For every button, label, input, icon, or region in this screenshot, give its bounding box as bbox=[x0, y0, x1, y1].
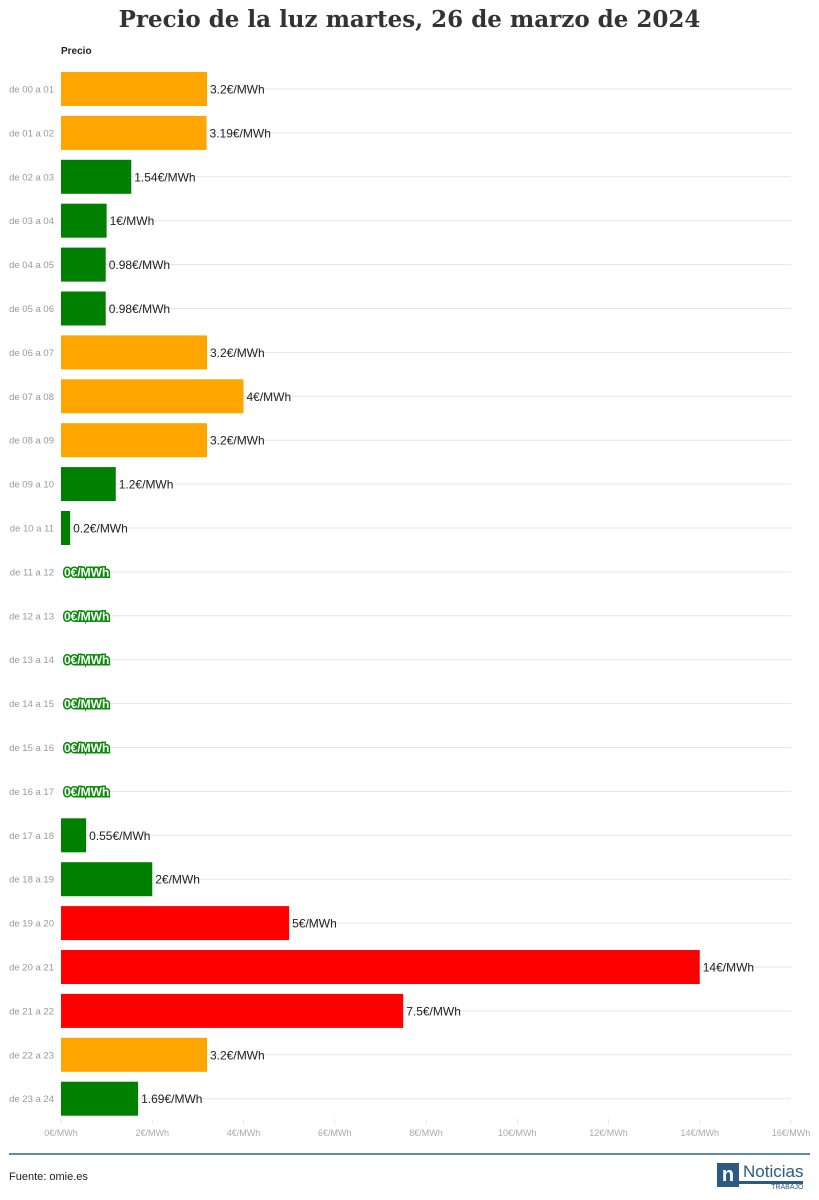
value-label: 7.5€/MWh bbox=[406, 1004, 461, 1018]
value-label: 0.2€/MWh bbox=[73, 522, 128, 536]
category-label: de 05 a 06 bbox=[9, 304, 54, 315]
category-label: de 20 a 21 bbox=[9, 963, 54, 974]
x-tick-label: 8€/MWh bbox=[409, 1128, 443, 1138]
category-label: de 02 a 03 bbox=[9, 172, 54, 183]
bar bbox=[61, 511, 71, 545]
x-tick-label: 10€/MWh bbox=[498, 1128, 537, 1138]
value-label: 3.2€/MWh bbox=[210, 1048, 265, 1062]
category-label: de 08 a 09 bbox=[9, 436, 54, 447]
bar bbox=[61, 379, 244, 414]
value-label: 1.2€/MWh bbox=[119, 478, 174, 492]
category-label: de 00 a 01 bbox=[9, 85, 54, 96]
value-label: 3.2€/MWh bbox=[210, 346, 265, 360]
bar bbox=[61, 72, 207, 106]
bar bbox=[61, 467, 116, 502]
value-label: 0.98€/MWh bbox=[109, 258, 170, 272]
value-label: 1.69€/MWh bbox=[141, 1092, 202, 1106]
bar bbox=[61, 1037, 207, 1072]
footer-divider bbox=[9, 1153, 810, 1155]
bar bbox=[61, 1081, 139, 1116]
category-label: de 17 a 18 bbox=[9, 831, 54, 842]
value-label: 3.19€/MWh bbox=[210, 126, 271, 140]
category-label: de 01 a 02 bbox=[9, 128, 54, 139]
category-label: de 19 a 20 bbox=[9, 919, 54, 930]
bar-chart: de 00 a 01 3.2€/MWh de 01 a 02 3.19€/MWh de … bbox=[9, 72, 811, 1138]
category-label: de 12 a 13 bbox=[9, 611, 54, 622]
logo-mark: n bbox=[717, 1163, 739, 1187]
noticias-trabajo-logo: n Noticias TRABAJO bbox=[717, 1162, 804, 1192]
x-tick-label: 4€/MWh bbox=[227, 1128, 261, 1138]
category-label: de 03 a 04 bbox=[9, 216, 54, 227]
bar bbox=[61, 423, 207, 458]
category-label: de 09 a 10 bbox=[9, 480, 54, 491]
x-tick-label: 0€/MWh bbox=[44, 1128, 78, 1138]
bar bbox=[61, 906, 290, 941]
x-tick-label: 16€/MWh bbox=[772, 1128, 811, 1138]
value-label: 2€/MWh bbox=[155, 873, 200, 887]
logo-sub-text: TRABAJO bbox=[739, 1181, 804, 1192]
logo-main-text: Noticias bbox=[743, 1162, 804, 1181]
value-label: 0€/MWh bbox=[64, 565, 109, 579]
bar bbox=[61, 291, 106, 326]
value-label: 1.54€/MWh bbox=[134, 170, 195, 184]
category-label: de 16 a 17 bbox=[9, 787, 54, 798]
value-label: 3.2€/MWh bbox=[210, 83, 265, 97]
bar bbox=[61, 203, 107, 238]
value-label: 5€/MWh bbox=[292, 917, 337, 931]
x-tick-label: 2€/MWh bbox=[135, 1128, 169, 1138]
bar bbox=[61, 159, 132, 194]
value-label: 0€/MWh bbox=[64, 609, 109, 623]
category-label: de 06 a 07 bbox=[9, 348, 54, 359]
value-label: 14€/MWh bbox=[703, 961, 754, 975]
x-tick-label: 12€/MWh bbox=[589, 1128, 628, 1138]
category-label: de 14 a 15 bbox=[9, 699, 54, 710]
column-label: Precio bbox=[61, 46, 92, 57]
value-label: 0€/MWh bbox=[64, 653, 109, 667]
value-label: 1€/MWh bbox=[110, 214, 155, 228]
chart-title: Precio de la luz martes, 26 de marzo de … bbox=[118, 6, 701, 33]
value-label: 4€/MWh bbox=[247, 390, 292, 404]
category-label: de 10 a 11 bbox=[10, 524, 54, 535]
bar bbox=[61, 993, 404, 1028]
bar bbox=[61, 818, 87, 853]
category-label: de 04 a 05 bbox=[9, 260, 54, 271]
value-label: 0€/MWh bbox=[64, 741, 109, 755]
bar bbox=[61, 115, 207, 150]
category-label: de 21 a 22 bbox=[9, 1006, 54, 1017]
x-tick-label: 6€/MWh bbox=[318, 1128, 352, 1138]
category-label: de 11 a 12 bbox=[10, 567, 54, 578]
category-label: de 13 a 14 bbox=[9, 655, 54, 666]
category-label: de 15 a 16 bbox=[9, 743, 54, 754]
bar bbox=[61, 335, 207, 370]
category-label: de 07 a 08 bbox=[9, 392, 54, 403]
bar bbox=[61, 247, 106, 282]
value-label: 0.55€/MWh bbox=[89, 829, 150, 843]
source-text: Fuente: omie.es bbox=[9, 1171, 88, 1183]
value-label: 0€/MWh bbox=[64, 697, 109, 711]
category-label: de 22 a 23 bbox=[9, 1050, 54, 1061]
value-label: 3.2€/MWh bbox=[210, 434, 265, 448]
x-tick-label: 14€/MWh bbox=[680, 1128, 719, 1138]
bar bbox=[61, 862, 153, 897]
category-label: de 18 a 19 bbox=[9, 875, 54, 886]
bar bbox=[61, 950, 700, 984]
value-label: 0.98€/MWh bbox=[109, 302, 170, 316]
category-label: de 23 a 24 bbox=[9, 1094, 54, 1105]
value-label: 0€/MWh bbox=[64, 785, 109, 799]
